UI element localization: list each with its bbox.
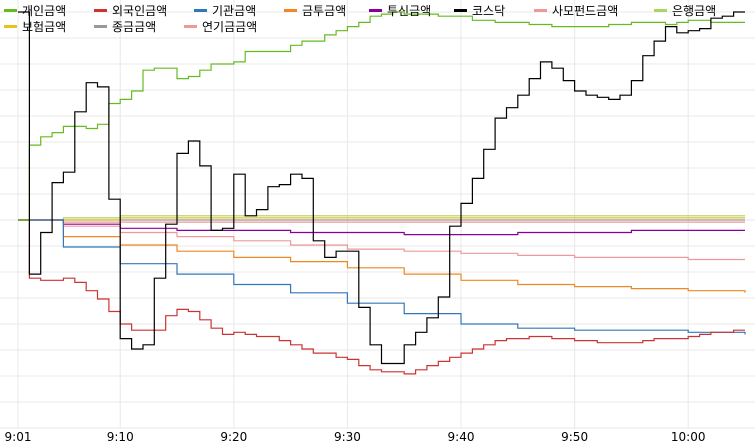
legend-label: 보험금액 bbox=[22, 19, 67, 34]
legend-swatch bbox=[534, 8, 547, 12]
legend-label: 투신금액 bbox=[387, 3, 432, 18]
x-tick-label: 10:00 bbox=[671, 430, 706, 444]
legend-label: 사모펀드금액 bbox=[552, 3, 619, 18]
legend-swatch bbox=[654, 8, 667, 12]
legend-swatch bbox=[94, 8, 107, 12]
series-line-0 bbox=[18, 11, 745, 221]
legend-swatch bbox=[454, 8, 467, 12]
legend-swatch bbox=[284, 8, 297, 12]
series-line-3 bbox=[18, 219, 746, 293]
legend-label: 기관금액 bbox=[212, 3, 257, 18]
legend-item: 금투금액 bbox=[284, 2, 346, 18]
legend-item: 보험금액 bbox=[4, 18, 66, 34]
legend-item: 종금금액 bbox=[94, 18, 156, 34]
legend-swatch bbox=[369, 8, 382, 12]
series-line-2 bbox=[18, 219, 746, 335]
legend-swatch bbox=[94, 24, 107, 28]
legend-swatch bbox=[4, 8, 17, 12]
legend-swatch bbox=[194, 8, 207, 12]
grid bbox=[0, 0, 755, 429]
x-axis-ticks: 9:01 9:10 9:20 9:30 9:40 9:50 10:00 bbox=[5, 430, 706, 444]
series-line-1 bbox=[18, 219, 745, 375]
legend-label: 은행금액 bbox=[672, 3, 717, 18]
x-tick-label: 9:40 bbox=[448, 430, 475, 444]
legend-label: 연기금금액 bbox=[202, 19, 258, 34]
legend-label: 코스닥 bbox=[472, 3, 506, 18]
legend-item: 기관금액 bbox=[194, 2, 256, 18]
legend-label: 종금금액 bbox=[112, 19, 157, 34]
legend-item: 외국인금액 bbox=[94, 2, 167, 18]
legend-label: 개인금액 bbox=[22, 3, 67, 18]
legend-label: 외국인금액 bbox=[112, 3, 168, 18]
series-lines bbox=[18, 11, 746, 375]
legend-item: 투신금액 bbox=[369, 2, 431, 18]
legend-item: 사모펀드금액 bbox=[534, 2, 618, 18]
legend-item: 개인금액 bbox=[4, 2, 66, 18]
legend-swatch bbox=[184, 24, 197, 28]
x-tick-label: 9:50 bbox=[561, 430, 588, 444]
legend-swatch bbox=[4, 24, 17, 28]
legend-item: 코스닥 bbox=[454, 2, 505, 18]
series-line-6 bbox=[18, 219, 745, 261]
series-line-5 bbox=[18, 11, 745, 365]
legend-item: 은행금액 bbox=[654, 2, 716, 18]
x-tick-label: 9:10 bbox=[107, 430, 134, 444]
x-tick-label: 9:01 bbox=[5, 430, 32, 444]
legend-item: 연기금금액 bbox=[184, 18, 257, 34]
series-line-8 bbox=[18, 217, 745, 221]
x-tick-label: 9:20 bbox=[220, 430, 247, 444]
x-tick-label: 9:30 bbox=[334, 430, 361, 444]
legend-label: 금투금액 bbox=[302, 3, 347, 18]
